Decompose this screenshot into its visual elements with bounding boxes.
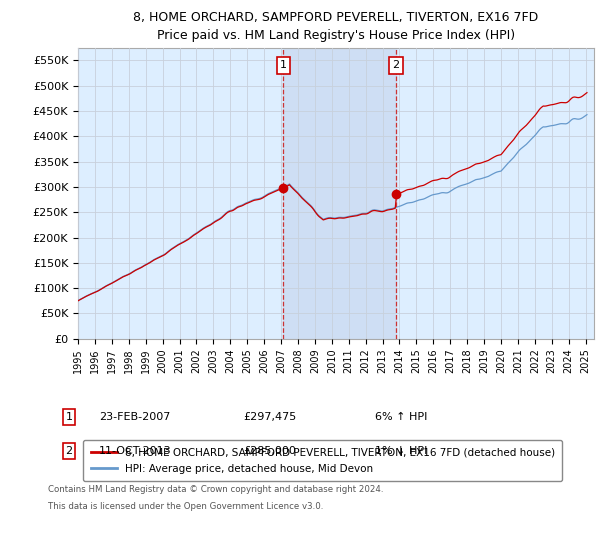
Text: 2: 2 xyxy=(392,60,399,71)
Text: Contains HM Land Registry data © Crown copyright and database right 2024.: Contains HM Land Registry data © Crown c… xyxy=(48,486,383,494)
Text: 11-OCT-2013: 11-OCT-2013 xyxy=(99,446,172,456)
Legend: 8, HOME ORCHARD, SAMPFORD PEVERELL, TIVERTON, EX16 7FD (detached house), HPI: Av: 8, HOME ORCHARD, SAMPFORD PEVERELL, TIVE… xyxy=(83,440,562,481)
Text: 1: 1 xyxy=(280,60,287,71)
Text: 2: 2 xyxy=(65,446,73,456)
Title: 8, HOME ORCHARD, SAMPFORD PEVERELL, TIVERTON, EX16 7FD
Price paid vs. HM Land Re: 8, HOME ORCHARD, SAMPFORD PEVERELL, TIVE… xyxy=(133,11,539,42)
Text: £285,000: £285,000 xyxy=(243,446,296,456)
Text: 1% ↓ HPI: 1% ↓ HPI xyxy=(375,446,427,456)
Text: 23-FEB-2007: 23-FEB-2007 xyxy=(99,412,170,422)
Text: 6% ↑ HPI: 6% ↑ HPI xyxy=(375,412,427,422)
Bar xyxy=(283,48,396,339)
Text: £297,475: £297,475 xyxy=(243,412,296,422)
Text: 1: 1 xyxy=(65,412,73,422)
Text: This data is licensed under the Open Government Licence v3.0.: This data is licensed under the Open Gov… xyxy=(48,502,323,511)
